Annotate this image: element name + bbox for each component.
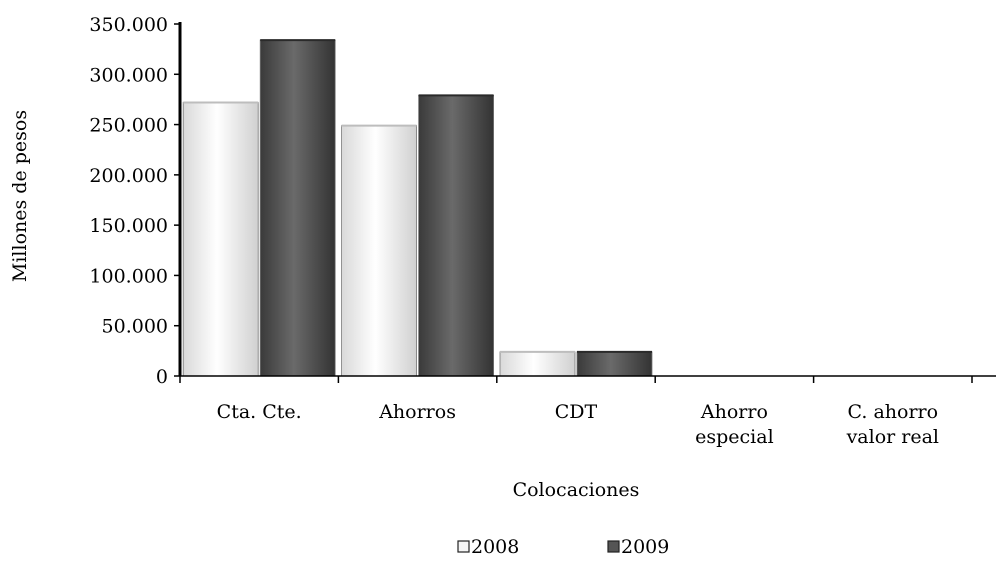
plot-area — [182, 39, 653, 377]
x-tick-label: Ahorro especial — [695, 401, 774, 448]
bar-2008-0 — [182, 102, 259, 377]
y-tick-label: 0 — [156, 366, 168, 388]
x-tick-label: C. ahorro valor real — [846, 401, 939, 448]
x-tick-label: Ahorros — [378, 401, 456, 423]
legend: 2008 2009 — [457, 536, 669, 558]
y-axis-title: Millones de pesos — [9, 110, 31, 282]
legend-label-2008: 2008 — [471, 536, 519, 558]
bar-2009-2 — [576, 351, 653, 377]
bar-2008-1 — [341, 125, 418, 377]
y-tick-label: 350.000 — [89, 14, 168, 36]
x-tick-label: CDT — [555, 401, 598, 423]
x-axis: Cta. Cte. Ahorros CDT Ahorro especial C. ahor… — [179, 375, 996, 448]
legend-swatch-2008 — [457, 540, 470, 553]
bar-2009-0 — [259, 39, 336, 377]
legend-swatch-2009 — [607, 540, 620, 553]
bar-2009-1 — [418, 95, 495, 377]
y-tick-label: 300.000 — [89, 64, 168, 86]
y-axis: 0 50.000 100.000 150.000 200.000 250.000 300.0… — [89, 14, 182, 388]
bar-2008-2 — [499, 351, 576, 377]
y-tick-label: 50.000 — [102, 316, 168, 338]
y-tick-label: 250.000 — [89, 115, 168, 137]
x-axis-title: Colocaciones — [513, 479, 640, 501]
y-tick-label: 150.000 — [89, 215, 168, 237]
legend-label-2009: 2009 — [621, 536, 669, 558]
x-tick-label: Cta. Cte. — [217, 401, 302, 423]
y-tick-label: 100.000 — [89, 265, 168, 287]
y-tick-label: 200.000 — [89, 165, 168, 187]
